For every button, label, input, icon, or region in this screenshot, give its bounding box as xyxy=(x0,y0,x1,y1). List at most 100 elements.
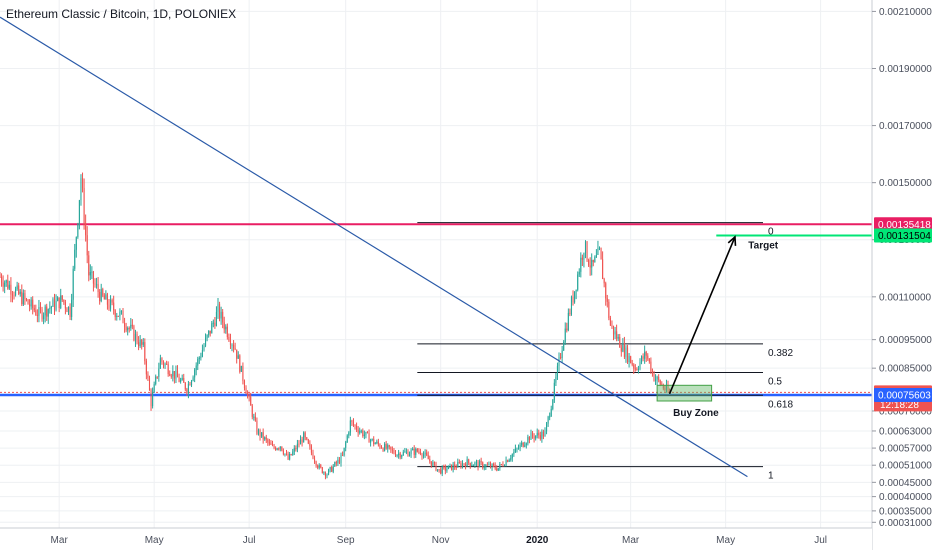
candle-body xyxy=(374,443,376,445)
time-tick-label: 2020 xyxy=(526,535,549,546)
candle-body xyxy=(190,380,193,386)
candle-body xyxy=(310,446,312,453)
candle-body xyxy=(86,235,88,256)
candle-body xyxy=(242,365,244,381)
candle-body xyxy=(61,295,63,300)
candle-body xyxy=(631,363,633,365)
candle-body xyxy=(320,465,322,468)
candle-body xyxy=(338,459,341,464)
candle-body xyxy=(60,295,62,309)
descending-trendline[interactable] xyxy=(0,16,748,478)
candle-body xyxy=(413,448,415,455)
candle-body xyxy=(243,380,246,388)
candle-body xyxy=(133,326,135,341)
candle-body xyxy=(38,306,40,316)
time-axis[interactable]: Mar May Jul Sep Nov 2020 Mar May Jul xyxy=(0,527,872,550)
candle-body xyxy=(206,334,208,339)
candle-body xyxy=(259,430,261,437)
candle-body xyxy=(211,323,213,334)
candle-body xyxy=(219,304,221,319)
candle-body xyxy=(471,465,473,467)
candle-body xyxy=(608,301,610,319)
target-arrow-head xyxy=(727,235,737,246)
candle-body xyxy=(197,359,199,366)
candle-body xyxy=(66,308,68,313)
price-axis[interactable]: 0.00210000 0.00190000 0.00170000 0.00150000… xyxy=(871,0,932,550)
fibonacci-retracement[interactable]: 0 0.382 0.5 0.618 1 xyxy=(417,222,793,482)
candle-body xyxy=(441,466,443,474)
candle-body xyxy=(538,432,540,436)
candle-body xyxy=(285,453,288,455)
candle-body xyxy=(153,384,155,393)
candle-body xyxy=(541,431,543,439)
candle-body xyxy=(634,368,636,370)
candle-body xyxy=(433,462,435,464)
candle-body xyxy=(335,462,337,464)
candle-body xyxy=(620,347,622,352)
candle-body xyxy=(497,468,499,471)
candle-body xyxy=(388,445,390,447)
candle-body xyxy=(535,435,537,439)
candle-body xyxy=(234,348,236,350)
candle-body xyxy=(251,405,253,417)
candle-body xyxy=(586,241,588,261)
buy-zone-box[interactable] xyxy=(656,384,713,402)
candle-body xyxy=(530,432,532,440)
candle-body xyxy=(33,308,35,311)
price-tick-label: 0.00095000 xyxy=(879,335,932,346)
candle-body xyxy=(264,437,266,440)
candle-body xyxy=(295,448,297,450)
candle-body xyxy=(67,306,70,313)
candle-body xyxy=(513,451,515,455)
candle-body xyxy=(228,337,230,341)
candle-body xyxy=(74,249,76,269)
candle-body xyxy=(10,284,12,295)
candle-body xyxy=(178,377,180,382)
candle-body xyxy=(225,326,227,330)
candle-body xyxy=(343,447,345,456)
candle-body xyxy=(240,365,242,372)
candle-body xyxy=(287,454,289,460)
candle-body xyxy=(303,432,305,443)
candle-body xyxy=(611,325,613,327)
candle-body xyxy=(493,463,495,466)
candle-body xyxy=(449,464,451,466)
candle-body xyxy=(544,431,546,437)
candle-body xyxy=(72,268,74,300)
candle-body xyxy=(214,322,216,326)
time-axis-bg xyxy=(0,528,872,550)
candle-body xyxy=(617,336,619,339)
candle-body xyxy=(267,439,269,443)
drawings[interactable]: Target Buy Zone xyxy=(0,16,872,478)
candle-body xyxy=(387,445,389,449)
candle-body xyxy=(485,464,487,468)
candle-body xyxy=(424,452,426,455)
candle-body xyxy=(304,432,306,438)
candle-body xyxy=(321,467,323,473)
candle-body xyxy=(164,363,166,366)
candle-body xyxy=(405,451,407,453)
candle-body xyxy=(25,298,28,300)
candle-body xyxy=(80,178,82,201)
candle-body xyxy=(552,399,554,409)
candle-body xyxy=(656,376,658,380)
price-tag-label: 0.00135418 xyxy=(878,220,931,231)
target-arrow[interactable] xyxy=(668,236,736,395)
candle-body xyxy=(329,467,331,470)
candle-body xyxy=(250,396,252,406)
candle-body xyxy=(461,463,464,467)
candle-body xyxy=(502,464,504,466)
candle-body xyxy=(524,445,526,447)
price-tick-label: 0.00150000 xyxy=(879,178,932,189)
candle-body xyxy=(340,455,342,464)
price-tick-label: 0.00031000 xyxy=(879,518,932,529)
candle-body xyxy=(36,314,38,316)
candle-body xyxy=(289,454,291,460)
candle-body xyxy=(567,312,569,331)
candle-body xyxy=(8,284,10,289)
candle-body xyxy=(630,356,632,364)
candle-body xyxy=(376,441,378,444)
candle-body xyxy=(116,315,118,317)
candle-body xyxy=(317,465,319,468)
